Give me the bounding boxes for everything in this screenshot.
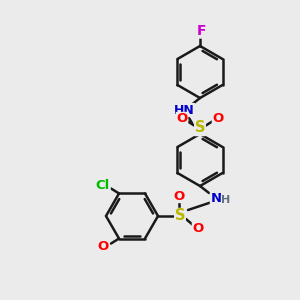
Text: N: N: [210, 191, 222, 205]
Text: O: O: [212, 112, 224, 125]
Text: O: O: [173, 190, 184, 202]
Text: O: O: [98, 240, 109, 253]
Text: HN: HN: [174, 103, 194, 116]
Text: S: S: [195, 121, 205, 136]
Text: O: O: [176, 112, 188, 125]
Text: F: F: [197, 24, 207, 38]
Text: Cl: Cl: [96, 179, 110, 192]
Text: H: H: [221, 195, 231, 205]
Text: S: S: [175, 208, 185, 224]
Text: O: O: [192, 223, 204, 236]
